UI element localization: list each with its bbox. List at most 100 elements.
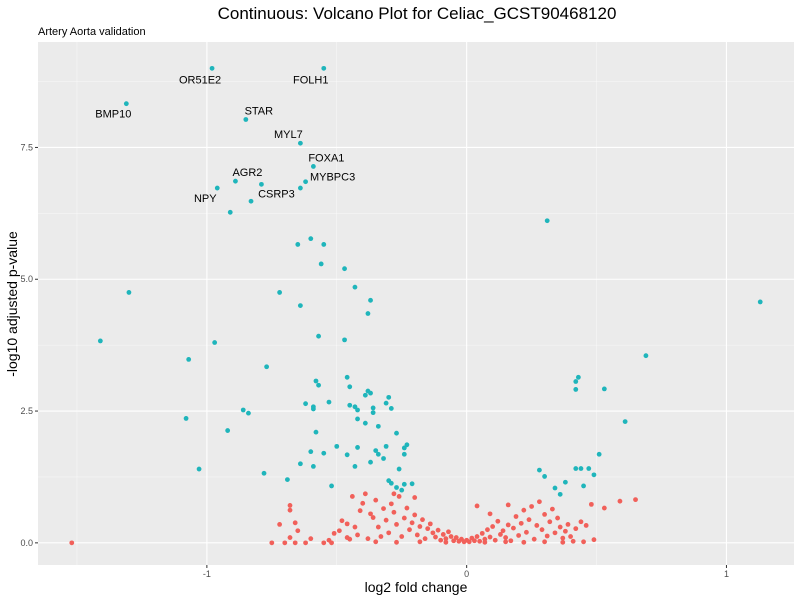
point-significant <box>97 338 103 344</box>
x-tick-label: 0 <box>464 569 469 579</box>
y-axis-ticks: 0.0 2.5 5.0 7.5 <box>20 142 38 548</box>
point-significant <box>316 333 321 339</box>
point-not-significant <box>412 512 418 518</box>
point-significant <box>310 464 316 469</box>
point-not-significant <box>407 527 412 533</box>
point-significant <box>575 374 581 380</box>
point-not-significant <box>344 535 350 540</box>
point-significant <box>365 311 371 316</box>
point-significant <box>352 464 358 469</box>
point-significant <box>557 491 563 497</box>
point-not-significant <box>573 526 579 532</box>
point-not-significant <box>292 520 298 526</box>
point-not-significant <box>555 515 560 521</box>
point-not-significant <box>542 539 547 545</box>
point-not-significant <box>344 521 350 527</box>
point-significant <box>401 481 407 487</box>
point-not-significant <box>568 534 573 539</box>
point-not-significant <box>560 539 566 545</box>
point-not-significant <box>391 491 397 497</box>
point-significant <box>373 448 379 453</box>
point-not-significant <box>526 517 532 523</box>
point-not-significant <box>433 534 438 540</box>
point-not-significant <box>370 515 376 520</box>
point-significant <box>326 399 332 405</box>
gene-label: NPY <box>194 193 217 205</box>
point-significant <box>297 185 303 191</box>
point-significant <box>261 470 267 476</box>
point-not-significant <box>352 524 358 530</box>
plot-panel <box>38 42 794 565</box>
point-not-significant <box>401 515 407 521</box>
point-not-significant <box>295 528 301 534</box>
point-significant <box>368 459 373 465</box>
point-significant <box>757 299 763 305</box>
point-significant <box>544 218 550 224</box>
point-not-significant <box>440 532 446 537</box>
point-significant <box>321 450 327 456</box>
point-significant <box>601 386 607 392</box>
point-significant <box>368 390 373 396</box>
point-not-significant <box>368 511 373 517</box>
x-tick-label: 1 <box>724 569 729 579</box>
point-significant <box>370 405 376 411</box>
point-not-significant <box>414 532 420 538</box>
point-not-significant <box>617 498 623 504</box>
point-not-significant <box>443 536 449 542</box>
point-significant <box>297 461 303 467</box>
point-not-significant <box>391 509 397 515</box>
point-significant <box>352 404 358 410</box>
point-not-significant <box>477 538 483 544</box>
point-significant <box>214 185 220 191</box>
point-not-significant <box>516 533 522 538</box>
point-significant <box>375 451 381 457</box>
x-axis-ticks: -1 0 1 <box>203 565 729 579</box>
point-not-significant <box>383 517 389 523</box>
point-significant <box>321 242 327 247</box>
point-not-significant <box>544 533 550 539</box>
point-significant <box>586 466 592 471</box>
y-tick-label: 2.5 <box>20 406 33 416</box>
point-significant <box>295 242 301 247</box>
point-significant <box>277 290 283 295</box>
point-not-significant <box>505 502 511 508</box>
gene-label: OR51E2 <box>179 74 221 86</box>
y-axis-title: -log10 adjusted p-value <box>4 231 20 377</box>
point-not-significant <box>513 514 519 519</box>
point-significant <box>285 477 290 482</box>
point-not-significant <box>560 535 566 541</box>
y-tick-label: 5.0 <box>20 274 33 284</box>
point-not-significant <box>303 540 308 546</box>
point-not-significant <box>487 534 493 540</box>
point-not-significant <box>446 529 451 535</box>
point-not-significant <box>578 519 584 525</box>
point-significant <box>233 178 238 184</box>
point-not-significant <box>500 528 506 534</box>
point-significant <box>401 445 407 451</box>
point-not-significant <box>427 521 433 527</box>
point-not-significant <box>360 500 366 506</box>
gene-label: FOXA1 <box>308 152 344 164</box>
point-significant <box>240 407 246 413</box>
point-significant <box>352 284 358 290</box>
point-not-significant <box>534 523 540 528</box>
point-not-significant <box>373 497 379 503</box>
y-tick-label: 7.5 <box>20 142 33 152</box>
point-significant <box>342 266 347 272</box>
point-significant <box>591 472 597 478</box>
point-significant <box>297 303 303 309</box>
point-not-significant <box>287 535 293 540</box>
point-not-significant <box>482 539 488 545</box>
point-significant <box>227 209 233 215</box>
point-not-significant <box>503 539 509 545</box>
point-not-significant <box>422 536 428 542</box>
point-significant <box>409 481 415 487</box>
point-not-significant <box>336 528 342 534</box>
point-not-significant <box>425 526 431 532</box>
point-not-significant <box>557 524 563 530</box>
point-not-significant <box>451 538 457 544</box>
point-significant <box>562 479 568 485</box>
point-not-significant <box>591 537 597 543</box>
point-significant <box>596 451 602 457</box>
